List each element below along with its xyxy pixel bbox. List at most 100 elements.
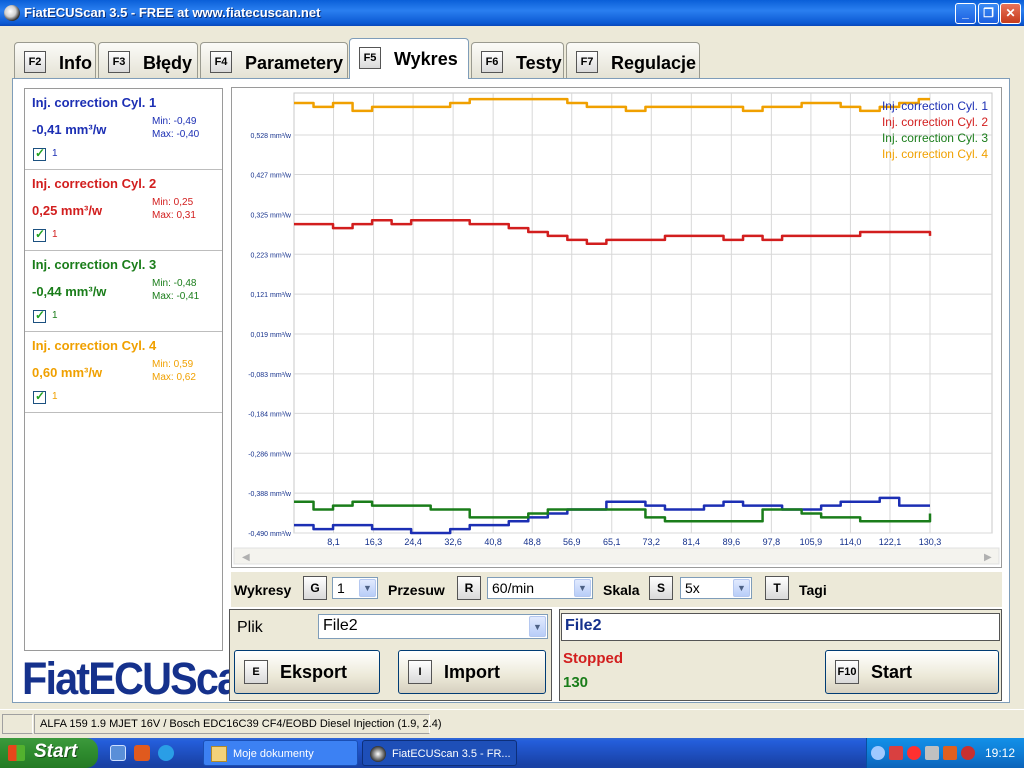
series-line-cyl3 <box>294 500 932 523</box>
taskbar: Start Moje dokumenty FiatECUScan 3.5 - F… <box>0 738 1024 768</box>
tab-key: F6 <box>481 51 503 73</box>
tray-security-icon[interactable] <box>943 746 957 760</box>
legend-entry: Inj. correction Cyl. 2 <box>882 115 988 129</box>
przesuw-label: Przesuw <box>388 582 445 598</box>
y-tick-label: 0,528 mm³/w <box>251 133 292 140</box>
param-name: Inj. correction Cyl. 3 <box>32 257 157 272</box>
x-tick-label: 122,1 <box>879 537 902 547</box>
select-value: 1 <box>337 580 345 596</box>
chart-controls: Wykresy G 1 ▼ Przesuw R 60/min ▼ Skala S… <box>231 572 1002 607</box>
param-min: Min: -0,49 <box>152 116 197 127</box>
taskbar-item-documents[interactable]: Moje dokumenty <box>203 740 358 766</box>
tray-sound-icon[interactable] <box>961 746 975 760</box>
y-tick-label: -0,184 mm³/w <box>248 411 292 418</box>
import-button[interactable]: I Import <box>398 650 546 694</box>
skala-key[interactable]: S <box>649 576 673 600</box>
start-label: Start <box>871 662 913 682</box>
status-bar: ALFA 159 1.9 MJET 16V / Bosch EDC16C39 C… <box>0 709 1024 737</box>
x-tick-label: 32,6 <box>444 537 462 547</box>
x-tick-label: 40,8 <box>484 537 502 547</box>
app-window: FiatECUScan 3.5 - FREE at www.fiatecusca… <box>0 0 1024 740</box>
tab-wykres[interactable]: F5 Wykres <box>349 38 469 79</box>
tray-opera-icon[interactable] <box>907 746 921 760</box>
param-checkbox[interactable] <box>33 227 46 242</box>
start-button[interactable]: F10 Start <box>825 650 999 694</box>
windows-logo-icon <box>8 745 25 761</box>
chevron-down-icon[interactable]: ▼ <box>529 616 546 637</box>
main-panel: Inj. correction Cyl. 1 -0,41 mm³/w Min: … <box>12 78 1010 704</box>
status-panel: File2 Stopped 130 F10 Start <box>559 609 1002 701</box>
y-tick-label: -0,388 mm³/w <box>248 491 292 498</box>
param-checkbox[interactable] <box>33 146 46 161</box>
scroll-right-arrow-icon: ▶ <box>984 552 992 563</box>
export-label: Eksport <box>280 662 348 682</box>
y-tick-label: -0,286 mm³/w <box>248 451 292 458</box>
param-check-label: 1 <box>52 229 58 240</box>
tab-parametery[interactable]: F4 Parametery <box>200 42 348 78</box>
file-panel: Plik File2 ▼ E Eksport I Import <box>229 609 552 701</box>
internet-explorer-icon[interactable] <box>158 745 174 761</box>
tab-label: Parametery <box>245 53 344 73</box>
wykresy-select[interactable]: 1 ▼ <box>332 577 378 599</box>
minimize-button[interactable]: _ <box>955 3 976 24</box>
param-check-label: 1 <box>52 310 58 321</box>
import-key: I <box>408 660 432 684</box>
title-bar[interactable]: FiatECUScan 3.5 - FREE at www.fiatecusca… <box>0 0 1024 26</box>
tagi-label: Tagi <box>799 582 827 598</box>
maximize-button[interactable]: ❐ <box>978 3 999 24</box>
chevron-down-icon[interactable]: ▼ <box>574 579 591 597</box>
param-name: Inj. correction Cyl. 2 <box>32 176 157 191</box>
param-value: 0,60 mm³/w <box>32 365 103 380</box>
status-file-box: File2 <box>561 613 1000 641</box>
skala-select[interactable]: 5x ▼ <box>680 577 752 599</box>
app-icon <box>370 746 386 762</box>
y-tick-label: 0,121 mm³/w <box>251 292 292 299</box>
start-key: F10 <box>835 660 859 684</box>
series-line-cyl1 <box>294 496 930 535</box>
x-tick-label: 89,6 <box>723 537 741 547</box>
przesuw-select[interactable]: 60/min ▼ <box>487 577 593 599</box>
tab-label: Błędy <box>143 53 193 73</box>
tagi-key[interactable]: T <box>765 576 789 600</box>
clock: 19:12 <box>985 746 1016 760</box>
file-select[interactable]: File2 ▼ <box>318 614 548 639</box>
tab-testy[interactable]: F6 Testy <box>471 42 564 78</box>
start-menu-button[interactable]: Start <box>0 738 98 768</box>
param-max: Max: -0,41 <box>152 291 200 302</box>
line-chart: 8,1 16,3 24,4 32,6 40,8 48,8 56,9 65,1 73,2 81,4 8… <box>233 92 1000 565</box>
legend-entry: Inj. correction Cyl. 3 <box>882 131 988 145</box>
taskbar-item-fiatecuscan[interactable]: FiatECUScan 3.5 - FR... <box>362 740 517 766</box>
y-tick-label: 0,427 mm³/w <box>251 173 292 180</box>
param-checkbox[interactable] <box>33 308 46 323</box>
tab-info[interactable]: F2 Info <box>14 42 96 78</box>
quicklaunch-app-icon[interactable] <box>134 745 150 761</box>
param-name: Inj. correction Cyl. 1 <box>32 95 157 110</box>
tray-expand-icon[interactable] <box>871 746 885 760</box>
param-checkbox[interactable] <box>33 389 46 404</box>
tab-label: Info <box>59 53 92 73</box>
x-tick-label: 73,2 <box>643 537 661 547</box>
wykresy-key[interactable]: G <box>303 576 327 600</box>
param-value: -0,41 mm³/w <box>32 122 107 137</box>
quicklaunch-desktop-icon[interactable] <box>110 745 126 761</box>
tray-network-icon[interactable] <box>889 746 903 760</box>
status-count: 130 <box>563 674 589 691</box>
x-tick-label: 16,3 <box>365 537 383 547</box>
status-file-name: File2 <box>565 617 602 634</box>
chevron-down-icon[interactable]: ▼ <box>359 579 376 597</box>
tray-app-icon[interactable] <box>925 746 939 760</box>
wykresy-label: Wykresy <box>234 582 292 598</box>
y-tick-label: 0,019 mm³/w <box>251 332 292 339</box>
tab-regulacje[interactable]: F7 Regulacje <box>566 42 700 78</box>
export-button[interactable]: E Eksport <box>234 650 380 694</box>
przesuw-key[interactable]: R <box>457 576 481 600</box>
chart-scrollbar <box>233 547 1000 565</box>
tab-bledy[interactable]: F3 Błędy <box>98 42 198 78</box>
param-value: 0,25 mm³/w <box>32 203 103 218</box>
status-state: Stopped <box>563 650 623 667</box>
plot-area <box>293 92 993 534</box>
chevron-down-icon[interactable]: ▼ <box>733 579 750 597</box>
param-check-label: 1 <box>52 148 58 159</box>
param-cyl1: Inj. correction Cyl. 1 -0,41 mm³/w Min: … <box>25 89 222 170</box>
close-button[interactable]: ✕ <box>1000 3 1021 24</box>
